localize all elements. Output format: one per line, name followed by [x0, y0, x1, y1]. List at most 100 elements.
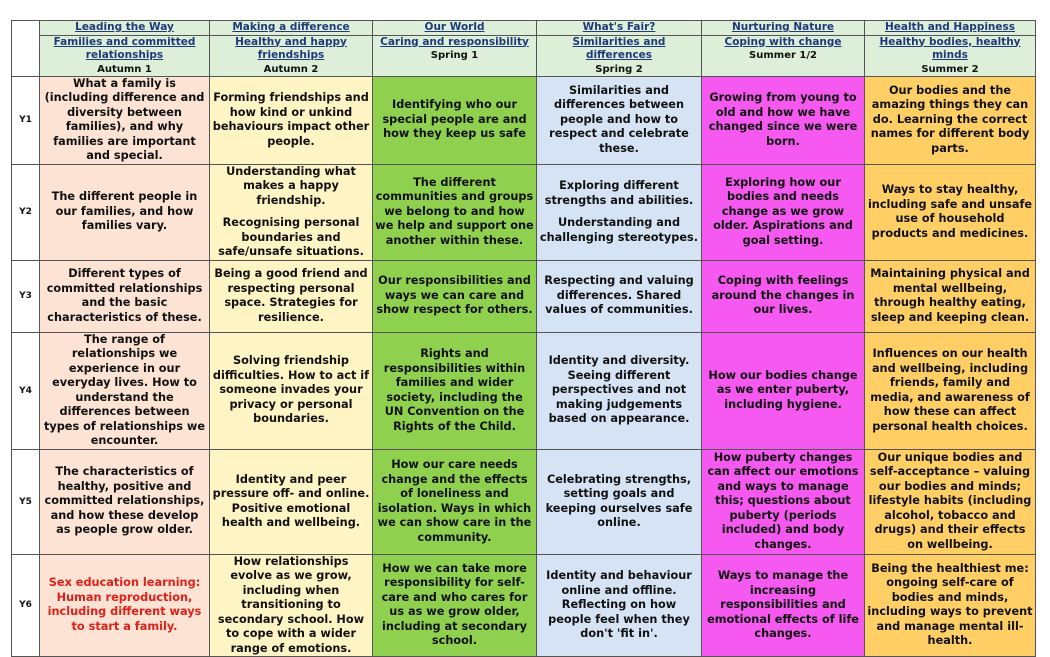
topic-cell: The characteristics of healthy, positive…: [39, 448, 210, 555]
year-label: Y1: [11, 75, 40, 165]
topic-cell: Influences on our health and wellbeing, …: [864, 331, 1036, 450]
topic-cell: Being a good friend and respecting perso…: [209, 259, 373, 333]
year-row: Y1 What a family is (including difference…: [11, 75, 1036, 165]
topic-text: How puberty changes can affect our emoti…: [707, 450, 859, 551]
topic-cell: How relationships evolve as we grow, inc…: [209, 553, 373, 657]
topic-text: Exploring how our bodies and needs chang…: [713, 175, 853, 247]
header-row: Leading the Way Families and committed r…: [11, 20, 1036, 77]
topic-cell: Different types of committed relationshi…: [39, 259, 210, 333]
topic-text: Different types of committed relationshi…: [46, 267, 203, 324]
header-theme[interactable]: What's Fair?: [582, 21, 656, 33]
year-row: Y5 The characteristics of healthy, positi…: [11, 448, 1036, 555]
year-row: Y6 Sex education learning: Human reproduc…: [11, 553, 1036, 657]
header-col-6: Health and Happiness Healthy bodies, hea…: [864, 20, 1036, 77]
header-col-2: Making a difference Healthy and happy fr…: [209, 20, 373, 77]
topic-cell: Solving friendship difficulties. How to …: [209, 331, 373, 450]
topic-cell: The different communities and groups we …: [372, 163, 537, 261]
topic-text: The characteristics of healthy, positive…: [44, 465, 205, 537]
topic-cell: Ways to manage the increasing responsibi…: [701, 553, 865, 657]
header-term: Autumn 1: [97, 63, 152, 75]
header-term: Spring 1: [430, 50, 479, 61]
topic-cell: Our unique bodies and self-acceptance – …: [864, 448, 1036, 555]
topic-text: Rights and responsibilities within famil…: [383, 347, 526, 433]
year-label: Y2: [11, 163, 40, 261]
topic-text: The range of relationships we experience…: [43, 332, 206, 447]
header-theme[interactable]: Leading the Way: [75, 21, 174, 33]
topic-text: Solving friendship difficulties. How to …: [212, 354, 370, 426]
topic-text: Identity and diversity. Seeing different…: [548, 354, 690, 426]
topic-cell: Understanding what makes a happy friends…: [209, 163, 373, 261]
topic-text: Influences on our health and wellbeing, …: [870, 347, 1030, 433]
topic-text: Being a good friend and respecting perso…: [214, 267, 368, 324]
header-topic[interactable]: Healthy and happy friendships: [235, 35, 347, 62]
header-term: Summer 1/2: [749, 50, 817, 61]
topic-text: Our bodies and the amazing things they c…: [870, 83, 1030, 155]
topic-text: How our care needs change and the effect…: [377, 458, 532, 544]
topic-cell: Our responsibilities and ways we can car…: [372, 259, 537, 333]
topic-text: Our unique bodies and self-acceptance – …: [868, 450, 1032, 551]
topic-text: Maintaining physical and mental wellbein…: [870, 267, 1030, 324]
topic-cell: Coping with feelings around the changes …: [701, 259, 865, 333]
topic-text: Sex education learning: Human reproducti…: [47, 576, 202, 633]
topic-cell: Similarities and differences between peo…: [536, 75, 702, 165]
year-label: Y4: [11, 331, 40, 450]
header-theme[interactable]: Making a difference: [232, 21, 350, 33]
topic-cell: Maintaining physical and mental wellbein…: [864, 259, 1036, 333]
header-theme[interactable]: Health and Happiness: [884, 21, 1016, 33]
year-row: Y3 Different types of committed relations…: [11, 259, 1036, 333]
topic-text: Similarities and differences between peo…: [549, 83, 689, 155]
topic-text: Identifying who our special people are a…: [382, 98, 527, 141]
header-topic[interactable]: Families and committed relationships: [53, 35, 196, 62]
header-topic[interactable]: Similarities and differences: [572, 35, 666, 62]
header-col-5: Nurturing Nature Coping with change Summ…: [701, 20, 865, 77]
header-term: Spring 2: [595, 63, 643, 75]
topic-cell: Identity and diversity. Seeing different…: [536, 331, 702, 450]
topic-text: Identity and peer pressure off- and onli…: [212, 472, 370, 530]
topic-cell: Celebrating strengths, setting goals and…: [536, 448, 702, 555]
topic-text: The different people in our families, an…: [51, 190, 198, 233]
topic-cell: Rights and responsibilities within famil…: [372, 331, 537, 450]
topic-text: Understanding what makes a happy friends…: [226, 164, 356, 207]
header-term: Summer 2: [921, 63, 979, 75]
topic-text: Respecting and valuing differences. Shar…: [544, 274, 694, 317]
header-col-1: Leading the Way Families and committed r…: [39, 20, 210, 77]
year-label: Y5: [11, 448, 40, 555]
topic-cell: Identity and behaviour online and offlin…: [536, 553, 702, 657]
header-theme[interactable]: Nurturing Nature: [731, 21, 835, 33]
topic-cell: What a family is (including difference a…: [39, 75, 210, 165]
topic-cell: Growing from young to old and how we hav…: [701, 75, 865, 165]
topic-text: What a family is (including difference a…: [44, 76, 205, 162]
topic-text: Forming friendships and how kind or unki…: [212, 91, 370, 148]
topic-cell: Our bodies and the amazing things they c…: [864, 75, 1036, 165]
topic-text: Identity and behaviour online and offlin…: [546, 569, 692, 640]
topic-text: Coping with feelings around the changes …: [711, 274, 855, 317]
topic-text: Growing from young to old and how we hav…: [708, 91, 858, 148]
header-term: Autumn 2: [263, 63, 319, 75]
topic-cell: How our bodies change as we enter pubert…: [701, 331, 865, 450]
topic-text: How our bodies change as we enter pubert…: [708, 368, 858, 411]
year-label: Y3: [11, 259, 40, 333]
topic-cell: Identity and peer pressure off- and onli…: [209, 448, 373, 555]
topic-text: How we can take more responsibility for …: [381, 561, 528, 648]
topic-text: How relationships evolve as we grow, inc…: [217, 554, 365, 655]
topic-cell: The range of relationships we experience…: [39, 331, 210, 450]
topic-cell: The different people in our families, an…: [39, 163, 210, 261]
year-row: Y2 The different people in our families, …: [11, 163, 1036, 261]
year-row: Y4 The range of relationships we experien…: [11, 331, 1036, 450]
topic-cell: Respecting and valuing differences. Shar…: [536, 259, 702, 333]
topic-cell: Ways to stay healthy, including safe and…: [864, 163, 1036, 261]
topic-cell: How our care needs change and the effect…: [372, 448, 537, 555]
topic-cell: Exploring how our bodies and needs chang…: [701, 163, 865, 261]
header-theme[interactable]: Our World: [424, 21, 485, 33]
topic-cell: Identifying who our special people are a…: [372, 75, 537, 165]
topic-cell: Being the healthiest me: ongoing self-ca…: [864, 553, 1036, 657]
header-topic[interactable]: Coping with change: [724, 35, 842, 48]
topic-text: Ways to manage the increasing responsibi…: [707, 569, 859, 640]
topic-cell: How puberty changes can affect our emoti…: [701, 448, 865, 555]
topic-text: Ways to stay healthy, including safe and…: [867, 183, 1033, 240]
header-topic[interactable]: Caring and responsibility: [380, 35, 529, 48]
header-topic[interactable]: Healthy bodies, healthy minds: [879, 35, 1021, 62]
header-col-4: What's Fair? Similarities and difference…: [536, 20, 702, 77]
topic-text: Understanding and challenging stereotype…: [539, 216, 699, 244]
topic-text: Celebrating strengths, setting goals and…: [545, 472, 693, 530]
